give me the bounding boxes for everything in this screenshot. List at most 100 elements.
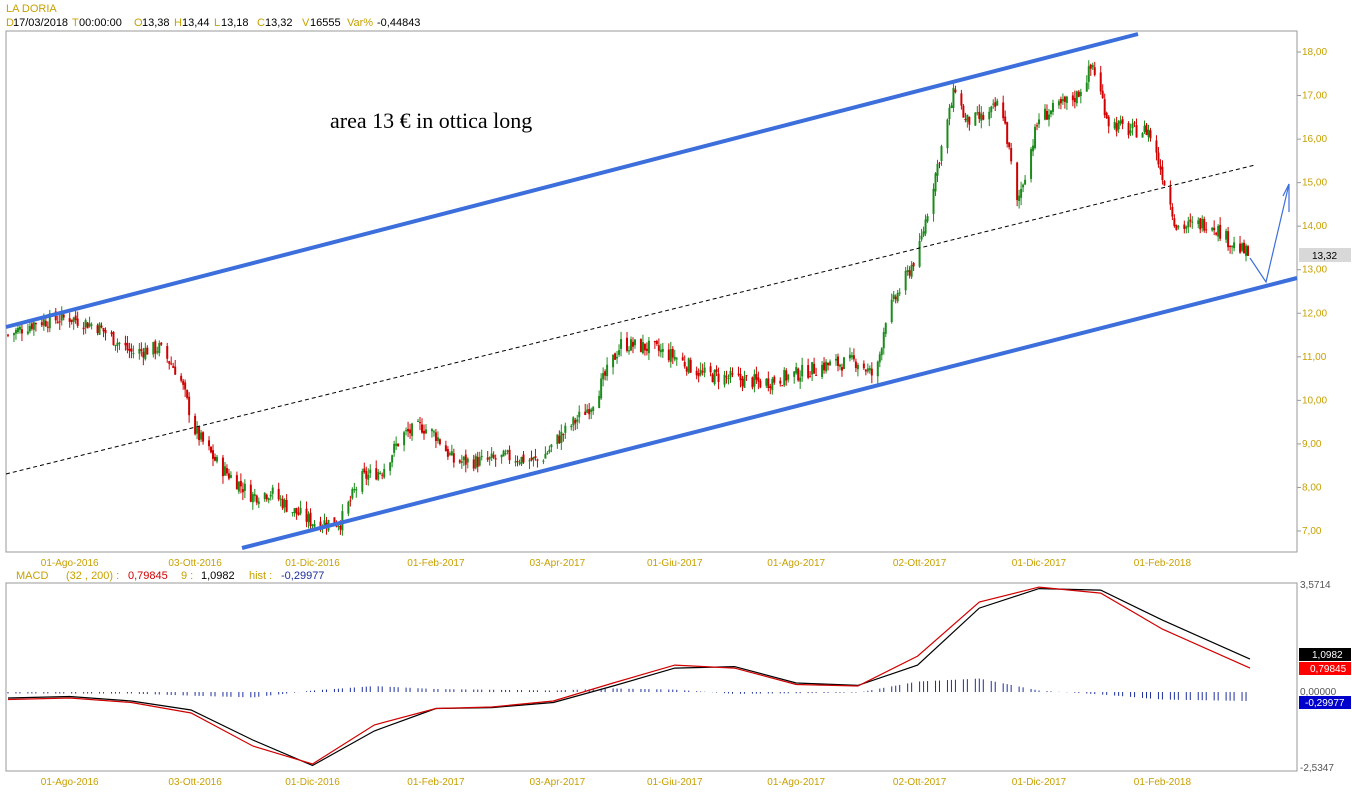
candle-body [785, 370, 788, 381]
candle-body [522, 454, 525, 463]
candle-body [263, 492, 266, 500]
candle-body [562, 434, 565, 436]
candle-body [801, 364, 804, 377]
candle-body [612, 354, 615, 368]
signal-line [7, 587, 1251, 767]
candle-body [912, 262, 915, 267]
candle-body [890, 299, 893, 323]
candle-body [1073, 97, 1076, 103]
candle-body [126, 342, 129, 351]
candle-body [560, 431, 563, 444]
candle-body [795, 367, 798, 374]
candle-body [102, 327, 105, 332]
candle-body [281, 498, 284, 509]
candle-body [100, 325, 103, 328]
candle-body [645, 348, 648, 351]
candle-body [253, 494, 256, 497]
candle-body [417, 420, 420, 422]
price-y-axis: 7,00 8,00 9,00 10,00 11,00 12,00 13,00 14,00 15,… [1297, 47, 1327, 537]
candle-body [641, 342, 644, 354]
macd-panel-frame [5, 582, 1298, 772]
last-price-box [1299, 248, 1351, 262]
candle-body [407, 428, 410, 432]
candle-body [1024, 179, 1027, 185]
candle-body [773, 376, 776, 383]
candle-body [1008, 142, 1011, 148]
candle-body [699, 369, 702, 375]
candle-body [908, 270, 911, 276]
candle-body [186, 390, 189, 398]
candle-body [765, 378, 768, 386]
candle-body [743, 376, 746, 388]
hist-value: -0,29977 [281, 570, 324, 582]
candle-body [576, 419, 579, 422]
candle-body [140, 349, 143, 351]
candle-body [26, 331, 29, 334]
candle-body [1057, 101, 1060, 106]
projection-arrow-head [1282, 183, 1290, 212]
hist-value-box [1299, 696, 1351, 709]
macd-header: MACD (32 , 200) : 0,79845 9 : 1,0982 his… [16, 570, 324, 582]
candle-body [1145, 124, 1148, 135]
price-y-tick-label: 16,00 [1302, 134, 1327, 145]
open-value: 13,38 [142, 17, 170, 29]
candle-body [1205, 229, 1208, 231]
candle-body [221, 457, 224, 477]
candle-body [771, 378, 774, 391]
candle-body [864, 369, 867, 372]
candle-body [852, 355, 855, 360]
candle-body [516, 460, 519, 463]
candle-body [616, 356, 619, 359]
candle-body [1049, 110, 1052, 115]
macd-x-tick-label: 03-Apr-2017 [530, 777, 586, 788]
candle-body [210, 446, 213, 453]
candle-body [534, 456, 537, 459]
volume-value: 16555 [310, 17, 341, 29]
candle-body [309, 512, 312, 527]
candle-body [1241, 243, 1244, 251]
candle-body [76, 318, 79, 326]
candle-body [257, 501, 260, 504]
candle-body [1016, 162, 1019, 201]
candle-body [1018, 195, 1021, 201]
candle-body [333, 517, 336, 526]
candle-body [695, 370, 698, 376]
macd-x-tick-label: 01-Ago-2016 [41, 777, 99, 788]
candle-body [813, 363, 816, 374]
candle-body [683, 362, 686, 367]
candle-body [1173, 218, 1176, 227]
candle-body [938, 162, 941, 164]
candle-body [138, 348, 141, 354]
candle-body [838, 364, 841, 367]
candle-body [297, 512, 300, 516]
date-key: D [6, 17, 14, 29]
candle-body [42, 319, 45, 326]
candle-body [866, 368, 869, 372]
candle-body [787, 374, 790, 380]
candle-body [653, 340, 656, 343]
chart-title: LA DORIA [6, 3, 57, 15]
candle-body [769, 386, 772, 389]
candle-body [277, 488, 280, 500]
candle-body [1191, 221, 1194, 223]
candle-body [381, 474, 384, 476]
candle-body [18, 326, 21, 330]
candle-body [355, 489, 358, 491]
candle-body [363, 468, 366, 473]
macd-x-axis: 01-Ago-2016 03-Ott-2016 01-Dic-2016 01-Feb-… [41, 777, 1192, 788]
candle-body [1233, 242, 1236, 249]
candle-body [237, 481, 240, 492]
candle-body [657, 345, 660, 351]
candle-body [564, 425, 567, 433]
candle-body [397, 443, 400, 447]
candle-body [460, 461, 463, 463]
candle-body [1215, 232, 1218, 235]
candle-body [1043, 108, 1046, 120]
candle-body [488, 457, 491, 460]
candle-body [1213, 227, 1216, 231]
candle-body [1169, 187, 1172, 205]
hist-label: hist : [249, 570, 272, 582]
candle-body [729, 370, 732, 378]
candle-body [351, 489, 354, 499]
